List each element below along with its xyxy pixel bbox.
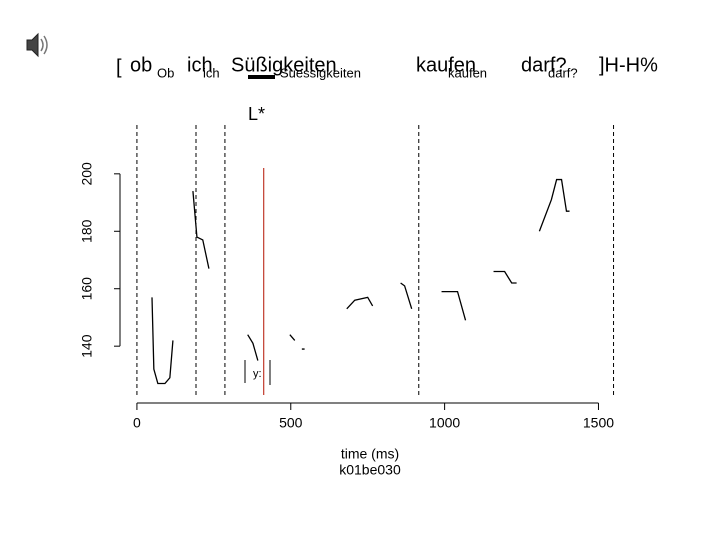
word: darf? <box>521 54 567 76</box>
x-axis-label: time (ms) <box>341 446 399 462</box>
annotation: y: <box>253 368 262 380</box>
x-tick-label: 500 <box>279 415 303 431</box>
accent-label: L* <box>248 104 265 124</box>
word: kaufen <box>416 54 476 76</box>
x-tick-label: 0 <box>133 415 141 431</box>
x-tick-label: 1500 <box>583 415 614 431</box>
pitch-contour <box>151 178 570 385</box>
y-tick-label: 200 <box>79 162 95 186</box>
word-gloss: Suessigkeiten <box>280 65 361 80</box>
annotation-bars <box>244 360 271 385</box>
word: ob <box>130 54 152 76</box>
y-tick-label: 140 <box>79 334 95 358</box>
word-gloss: Ob <box>157 65 174 80</box>
word-gloss: darf? <box>548 65 578 80</box>
speaker-icon[interactable] <box>26 32 48 58</box>
word: Süßigkeiten <box>231 54 337 76</box>
word: ich <box>187 54 213 76</box>
underline <box>248 75 275 79</box>
y-tick-label: 160 <box>79 277 95 301</box>
y-tick-label: 180 <box>79 219 95 243</box>
boundary-tone: ]H-H% <box>599 54 658 76</box>
bracket-open: [ <box>116 56 122 78</box>
word-gloss: kaufen <box>448 65 487 80</box>
file-label: k01be030 <box>339 462 401 478</box>
word-gloss: ich <box>203 65 220 80</box>
x-tick-label: 1000 <box>429 415 460 431</box>
